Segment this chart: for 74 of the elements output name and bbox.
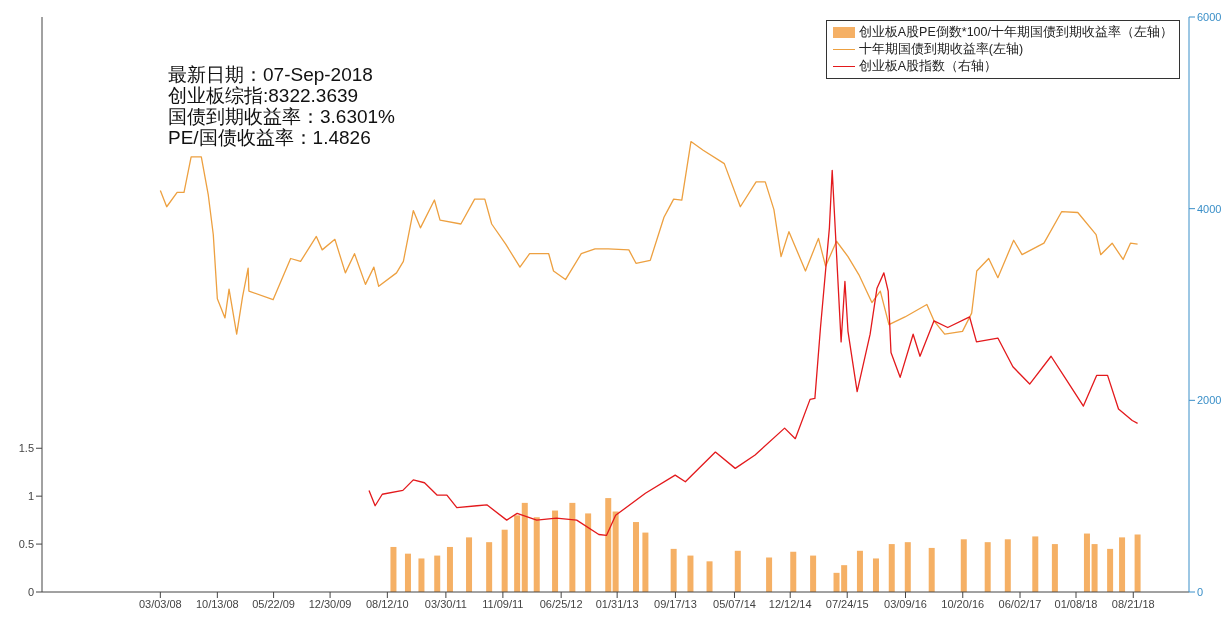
bar <box>960 539 967 592</box>
bar <box>1119 537 1126 592</box>
bar <box>766 557 773 592</box>
x-tick-label: 11/09/11 <box>482 597 524 610</box>
y2-tick-label: 0 <box>1197 585 1204 598</box>
y-tick-label: 1.5 <box>18 442 34 455</box>
legend-label: 十年期国债到期收益率(左轴) <box>858 41 1024 58</box>
bar <box>514 515 521 592</box>
x-tick-label: 06/02/17 <box>998 597 1042 610</box>
x-tick-label: 05/22/09 <box>252 597 295 610</box>
bar <box>418 558 425 592</box>
bar <box>1051 544 1058 592</box>
bar <box>605 498 612 592</box>
y-tick-label: 0.5 <box>18 537 34 550</box>
x-tick-label: 12/12/14 <box>768 597 812 610</box>
y2-tick-label: 6000 <box>1197 10 1222 23</box>
bar <box>984 542 991 592</box>
x-tick-label: 10/20/16 <box>941 597 985 610</box>
bar <box>1107 548 1114 592</box>
bar <box>734 550 741 592</box>
bar <box>928 547 935 592</box>
bar <box>790 551 797 592</box>
bar <box>687 555 694 592</box>
bar <box>612 511 619 592</box>
bar <box>486 542 493 592</box>
bar <box>810 555 817 592</box>
bar <box>434 555 441 592</box>
x-tick-label: 07/24/15 <box>825 597 869 610</box>
bar <box>856 550 863 592</box>
x-tick-label: 01/08/18 <box>1054 597 1098 610</box>
x-tick-label: 06/25/12 <box>539 597 583 610</box>
x-tick-label: 03/09/16 <box>884 597 927 610</box>
bar <box>466 537 473 592</box>
bar <box>1032 536 1039 592</box>
y2-tick-label: 4000 <box>1197 202 1222 215</box>
annotation: 国债到期收益率：3.6301% <box>168 106 396 127</box>
x-tick-label: 03/03/08 <box>138 597 182 610</box>
x-tick-label: 09/17/13 <box>654 597 697 610</box>
x-tick-label: 03/30/11 <box>424 597 467 610</box>
bar <box>642 532 649 592</box>
bar <box>706 561 713 592</box>
bar <box>533 517 540 592</box>
x-tick-label: 01/31/13 <box>595 597 639 610</box>
y2-tick-label: 2000 <box>1197 394 1222 407</box>
bar <box>569 502 576 592</box>
bar <box>552 510 559 592</box>
annotation: 最新日期：07-Sep-2018 <box>168 64 374 85</box>
y-tick-label: 0 <box>27 585 34 598</box>
bar <box>390 546 397 592</box>
bar <box>1091 544 1098 592</box>
bar <box>585 513 592 592</box>
y-tick-label: 1 <box>27 490 34 503</box>
legend-label: 创业板A股PE倒数*100/十年期国债到期收益率（左轴） <box>858 24 1173 41</box>
legend-label: 创业板A股指数（右轴） <box>858 58 998 75</box>
bar <box>872 558 879 592</box>
x-tick-label: 12/30/09 <box>308 597 352 610</box>
bar <box>904 542 911 592</box>
bar <box>1134 534 1141 592</box>
annotation: PE/国债收益率：1.4826 <box>168 127 372 148</box>
annotation: 创业板综指:8322.3639 <box>168 85 360 106</box>
x-tick-label: 08/21/18 <box>1111 597 1155 610</box>
bar <box>888 544 895 592</box>
bar <box>446 546 453 592</box>
x-tick-label: 05/07/14 <box>713 597 756 610</box>
bar <box>521 502 528 592</box>
line-series <box>368 169 1139 537</box>
bar <box>632 522 639 592</box>
bar <box>1004 539 1011 592</box>
x-tick-label: 08/12/10 <box>365 597 409 610</box>
bar <box>501 529 508 592</box>
bar <box>670 548 677 592</box>
x-tick-label: 10/13/08 <box>195 597 239 610</box>
bar <box>404 553 411 592</box>
bar <box>1083 533 1090 592</box>
